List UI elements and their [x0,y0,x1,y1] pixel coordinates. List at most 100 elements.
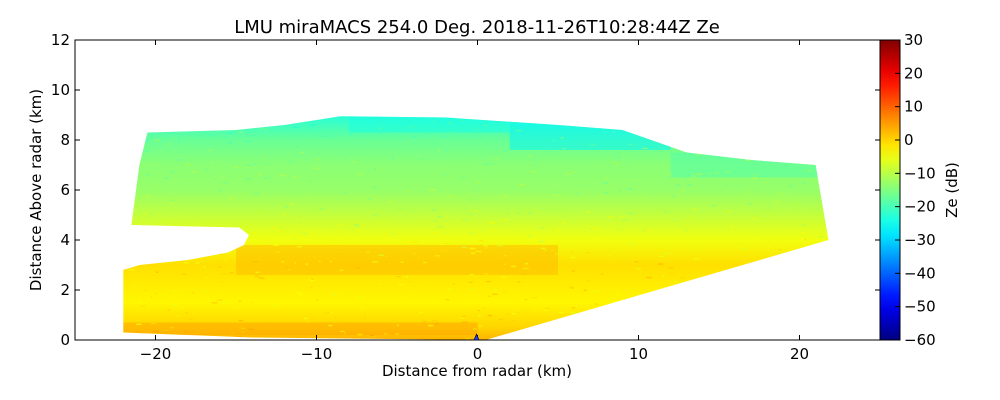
echo-speckle [478,146,482,148]
echo-speckle [177,315,179,317]
echo-speckle [630,242,635,245]
echo-speckle [211,302,218,304]
echo-speckle [531,170,536,173]
echo-speckle [200,135,205,137]
echo-speckle [703,250,709,252]
colorbar-tick-label: −50 [904,298,936,316]
echo-speckle [462,219,467,221]
echo-speckle [357,333,363,336]
echo-speckle [756,212,759,214]
echo-speckle [461,211,464,214]
echo-speckle [512,127,515,129]
echo-speckle [584,184,587,186]
echo-speckle [419,337,425,339]
echo-speckle [163,164,170,167]
echo-speckle [742,231,745,233]
echo-speckle [349,133,353,136]
echo-speckle [511,320,515,322]
echo-speckle [605,157,611,159]
echo-speckle [486,280,491,283]
echo-speckle [325,226,332,229]
echo-speckle [274,304,279,307]
echo-speckle [615,292,619,294]
echo-speckle [585,251,591,254]
echo-speckle [573,171,577,173]
echo-speckle [618,210,624,212]
y-axis-label: Distance Above radar (km) [27,89,45,291]
echo-speckle [183,262,189,264]
echo-speckle [691,247,694,249]
echo-speckle [145,289,147,292]
echo-speckle [405,279,407,281]
echo-speckle [487,314,493,317]
echo-speckle [640,178,642,181]
x-tick-label: 10 [629,345,648,363]
echo-speckle [279,231,282,233]
echo-speckle [336,292,340,295]
echo-speckle [378,254,384,256]
echo-speckle [293,176,298,178]
echo-speckle [418,218,421,220]
echo-speckle [449,131,451,133]
echo-speckle [545,307,550,310]
echo-speckle [307,228,310,230]
echo-speckle [659,255,665,257]
echo-speckle [817,223,820,225]
echo-speckle [416,321,420,324]
echo-speckle [671,195,675,198]
echo-speckle [446,143,450,146]
echo-speckle [149,213,152,215]
echo-speckle [690,173,695,175]
echo-speckle [174,207,178,210]
echo-speckle [325,312,330,314]
echo-speckle [544,151,550,153]
echo-speckle [502,291,507,294]
echo-speckle [560,137,564,139]
echo-speckle [452,283,455,285]
echo-speckle [522,268,525,271]
echo-speckle [265,221,267,223]
echo-speckle [751,217,757,220]
echo-speckle [298,293,304,295]
echo-speckle [693,180,696,182]
echo-speckle [335,317,337,319]
echo-speckle [312,124,315,127]
echo-speckle [538,240,545,243]
echo-speckle [766,207,770,209]
echo-speckle [420,238,422,240]
echo-speckle [473,328,477,330]
echo-speckle [437,216,443,218]
echo-speckle [391,157,394,160]
echo-speckle [303,317,309,320]
echo-speckle [481,169,486,171]
echo-speckle [753,177,757,179]
echo-speckle [136,297,139,299]
echo-speckle [318,130,325,133]
echo-speckle [451,304,454,307]
echo-speckle [293,217,298,220]
echo-speckle [597,231,600,234]
echo-speckle [469,247,476,250]
echo-speckle [432,320,437,322]
echo-speckle [128,296,130,298]
echo-speckle [378,323,384,325]
echo-speckle [330,158,336,161]
y-tick-label: 6 [60,181,70,199]
echo-speckle [586,211,591,213]
echo-speckle [420,285,423,287]
echo-speckle [487,136,488,138]
echo-speckle [289,203,293,205]
colorbar-tick-label: 20 [904,64,923,82]
echo-speckle [227,209,231,211]
echo-speckle [481,168,485,170]
echo-speckle [197,220,199,222]
echo-speckle [591,144,597,146]
echo-speckle [145,140,150,142]
echo-speckle [344,332,346,335]
echo-speckle [420,314,425,316]
echo-speckle [362,203,364,206]
echo-speckle [378,127,381,129]
echo-speckle [534,310,537,312]
echo-speckle [369,335,376,338]
echo-speckle [725,208,731,211]
